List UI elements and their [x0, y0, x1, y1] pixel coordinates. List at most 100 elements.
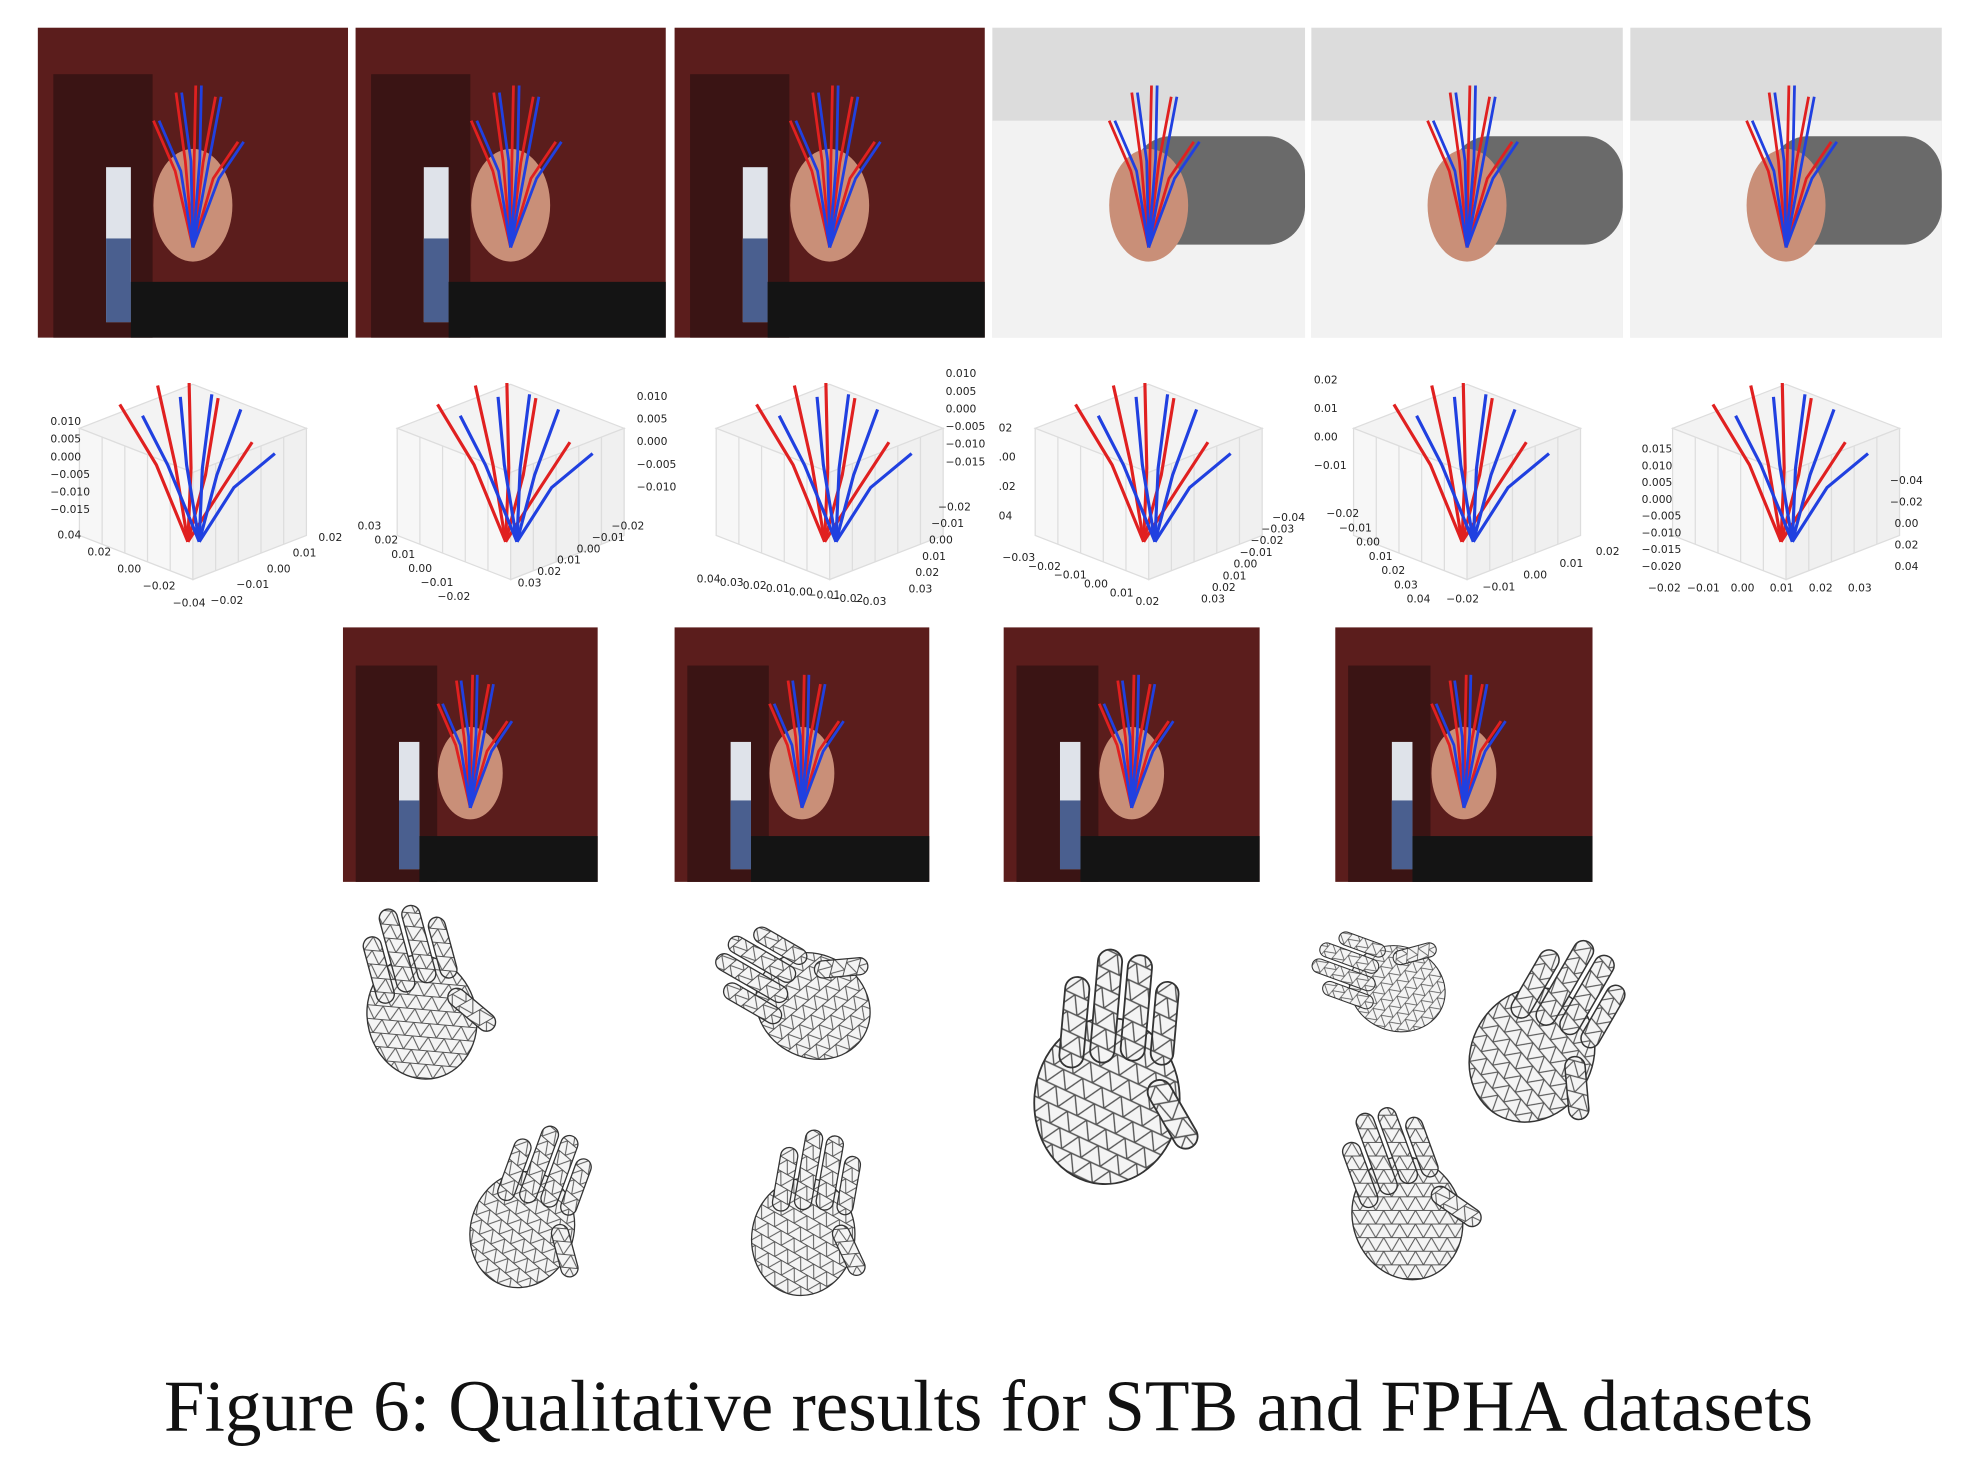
- skeleton-3d: [1791, 452, 1870, 543]
- caption: Figure 6: Qualitative results for STB an…: [164, 1365, 1813, 1446]
- axis-tick-label: 0.02: [374, 534, 398, 547]
- axis-tick-label: −0.01: [1240, 546, 1273, 559]
- skeleton-line: [468, 683, 495, 809]
- mesh-thumb: [1392, 942, 1437, 966]
- axis-tick-label: −0.03: [1261, 522, 1294, 535]
- skeleton-line: [469, 720, 514, 809]
- sleeve: [1412, 836, 1593, 882]
- axis-tick-label: −0.02: [1251, 534, 1284, 547]
- skeleton-3d: [1096, 415, 1157, 543]
- skeleton-line: [1107, 120, 1151, 248]
- axis-tick-label: −0.02: [831, 592, 864, 605]
- photo: [342, 627, 598, 882]
- skeleton-line: [441, 703, 472, 809]
- axis-tick-label: −0.03: [854, 595, 887, 608]
- skeleton-line: [436, 703, 472, 809]
- axis-tick-label: 0.03: [909, 583, 933, 596]
- skeleton-3d: [118, 403, 190, 543]
- mesh-finger: [1377, 1107, 1419, 1185]
- axis-tick-label: 0.03: [1201, 593, 1225, 606]
- skeleton-line: [1767, 92, 1788, 248]
- skeleton-3d: [1153, 452, 1232, 543]
- skeleton-3d: [1430, 385, 1464, 542]
- axis-tick-label: −0.01: [1482, 581, 1515, 594]
- skeleton-line: [1750, 120, 1788, 248]
- skeleton-3d: [504, 397, 538, 543]
- skeleton-3d: [1471, 394, 1488, 542]
- axis-tick-label: 0.01: [1314, 402, 1338, 415]
- axis-tick-label: 0.00: [789, 585, 813, 598]
- skeleton-line: [772, 703, 804, 809]
- skeleton-line: [1097, 703, 1134, 809]
- axis-tick-label: 0.00: [267, 562, 291, 575]
- plot-3d: 0.0100.0050.000−0.005−0.010−0.015−0.02−0…: [697, 367, 986, 608]
- plot-3d: 0.010 0.005 0.000 −0.005 −0.010 −0.015 0.04 0.0…: [50, 382, 342, 609]
- skeleton-3d: [1790, 408, 1836, 543]
- mesh-finger: [427, 916, 458, 979]
- skeleton-line: [1147, 141, 1201, 248]
- skeleton-3d: [156, 385, 190, 542]
- skeleton-line: [794, 120, 832, 248]
- mesh-finger: [722, 982, 783, 1025]
- skeleton-line: [1453, 680, 1466, 808]
- skeleton-line: [455, 680, 472, 808]
- mesh-hand: [469, 1125, 592, 1289]
- skeleton-line: [1426, 120, 1469, 248]
- skeleton-line: [1462, 683, 1489, 809]
- axis-tick-label: 0.00: [1314, 431, 1338, 444]
- axis-tick-label: −0.015: [946, 455, 986, 468]
- skeleton-3d: [197, 394, 214, 542]
- skeleton-3d: [1452, 396, 1475, 542]
- skeleton-line: [468, 674, 479, 808]
- axis-tick-label: −0.03: [1002, 551, 1035, 564]
- axis-tick-label: 0.02: [1314, 373, 1338, 386]
- mesh-hand: [1311, 931, 1446, 1033]
- axis-tick-label: 0.005: [637, 413, 668, 426]
- photo: [37, 27, 349, 338]
- mesh-hand: [362, 904, 497, 1080]
- axis-tick-label: 0.02: [537, 565, 561, 578]
- skeleton-3d: [178, 396, 201, 542]
- mesh-finger: [1311, 958, 1376, 992]
- axis-tick-label: −0.01: [1054, 569, 1087, 582]
- axis-tick-label: 0.005: [946, 385, 977, 398]
- axis-tick-label: −0.02: [1446, 593, 1479, 606]
- skeleton-3d: [1734, 415, 1794, 543]
- skeleton-line: [1448, 92, 1469, 248]
- axis-tick-label: 0.00: [1895, 517, 1919, 530]
- axis-tick-label: 0.01: [293, 547, 317, 560]
- skeleton-line: [786, 680, 804, 808]
- mesh-hand: [715, 926, 871, 1060]
- skeleton-line: [509, 96, 541, 248]
- axis-tick-label: −0.010: [1642, 526, 1682, 539]
- axis-tick-label: 0.01: [557, 554, 581, 567]
- skeleton-3d: [515, 408, 561, 543]
- axis-tick-label: −0.01: [1687, 581, 1720, 594]
- skeleton-line: [800, 674, 811, 808]
- mesh-finger: [1119, 954, 1153, 1062]
- skeleton-line: [800, 683, 827, 809]
- axis-tick-label: 0.03: [1394, 578, 1418, 591]
- skeleton-line: [800, 720, 841, 809]
- mesh-finger: [519, 1125, 560, 1204]
- skeleton-line: [492, 92, 513, 248]
- mesh-finger: [560, 1158, 592, 1216]
- axis-tick-label: −0.01: [807, 589, 840, 602]
- axis-tick-label: 0.04: [1407, 593, 1431, 606]
- skeleton-3d: [515, 452, 594, 543]
- axis-tick-label: 0.01: [922, 550, 946, 563]
- skeleton-line: [191, 85, 203, 248]
- axis-tick-label: −0.02: [612, 520, 645, 533]
- sleeve: [419, 836, 598, 882]
- skeleton-3d: [1790, 394, 1807, 542]
- axis-tick-label: 0.02: [1596, 545, 1620, 558]
- axis-tick-label: 0.02: [318, 531, 342, 544]
- mesh-finger: [497, 1138, 532, 1202]
- mesh-finger: [1580, 984, 1626, 1049]
- skeleton-line: [191, 96, 223, 248]
- axis-tick-label: 0.00: [1523, 569, 1547, 582]
- axis-tick-label: 0.04: [697, 573, 721, 586]
- skeleton-line: [459, 680, 472, 808]
- skeleton-3d: [141, 415, 201, 543]
- skeleton-line: [817, 92, 832, 248]
